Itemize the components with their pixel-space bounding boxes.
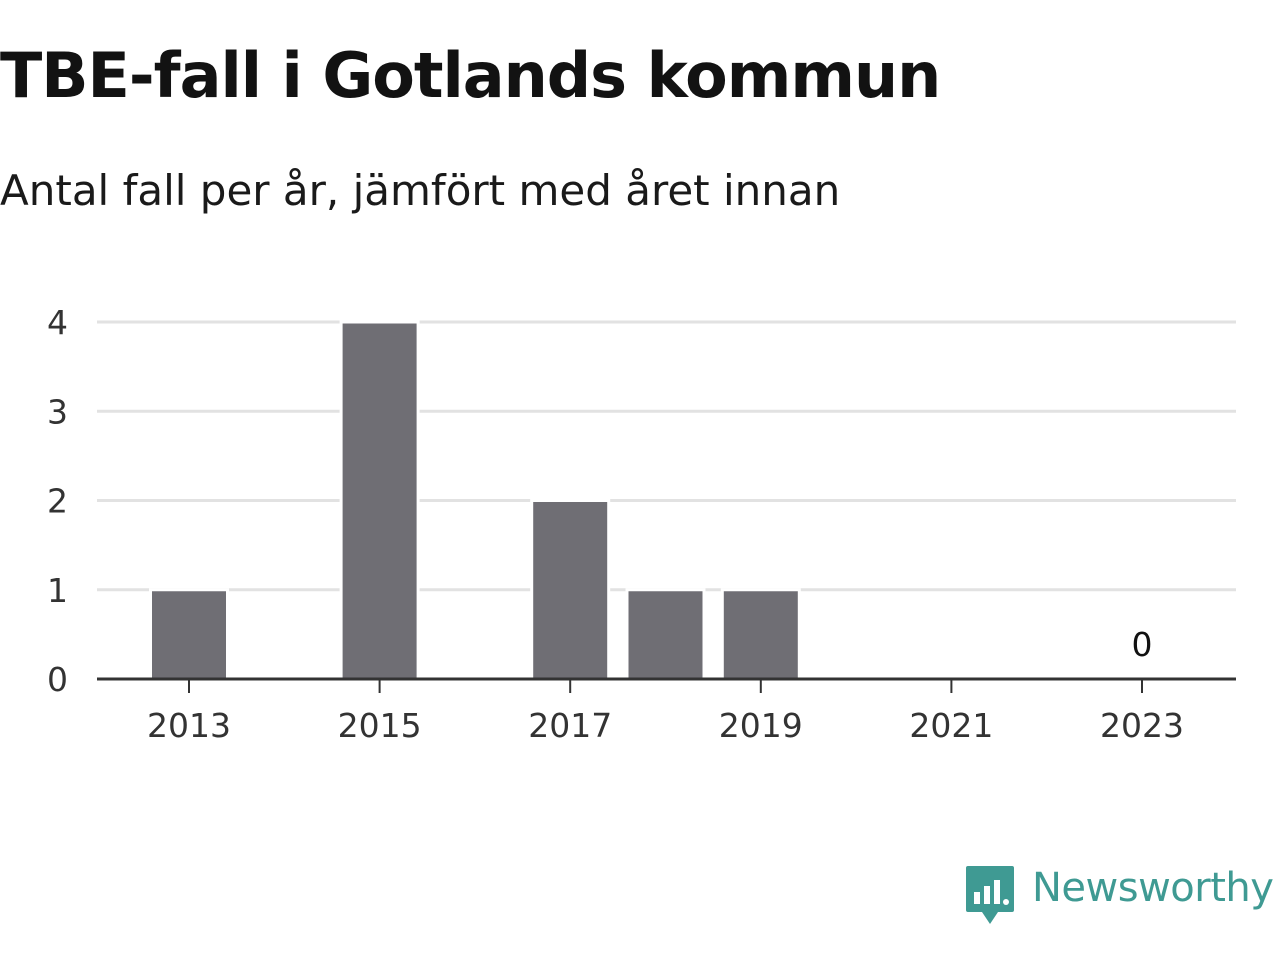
chart-subtitle: Antal fall per år, jämfört med året inna… <box>0 166 841 215</box>
labels: 0 1 2 3 4 2013 2015 2017 2019 2021 2023 0 <box>47 303 1184 745</box>
newsworthy-logo-icon <box>966 866 1014 924</box>
brand-name: Newsworthy <box>1032 865 1274 911</box>
y-tick-label-3: 3 <box>47 392 68 431</box>
bar-2013 <box>149 588 229 681</box>
x-axis <box>97 677 1236 693</box>
x-tick-label-2023: 2023 <box>1100 706 1184 745</box>
x-tick-label-2017: 2017 <box>528 706 612 745</box>
gridlines <box>97 320 1236 592</box>
bar-2018 <box>625 588 706 681</box>
y-tick-label-0: 0 <box>47 660 68 699</box>
x-tick-label-2013: 2013 <box>147 706 231 745</box>
value-label-2023: 0 <box>1132 625 1153 664</box>
x-tick-label-2015: 2015 <box>338 706 422 745</box>
y-tick-label-4: 4 <box>47 303 68 342</box>
x-tick-label-2019: 2019 <box>719 706 803 745</box>
bar-2019 <box>720 588 801 681</box>
bar-2017 <box>530 499 611 681</box>
chart-title: TBE-fall i Gotlands kommun <box>0 39 941 112</box>
y-tick-label-1: 1 <box>47 571 68 610</box>
y-tick-label-2: 2 <box>47 482 68 521</box>
x-tick-label-2021: 2021 <box>909 706 993 745</box>
bar-2015 <box>339 320 420 681</box>
newsworthy-logo: Newsworthy <box>964 862 1280 928</box>
